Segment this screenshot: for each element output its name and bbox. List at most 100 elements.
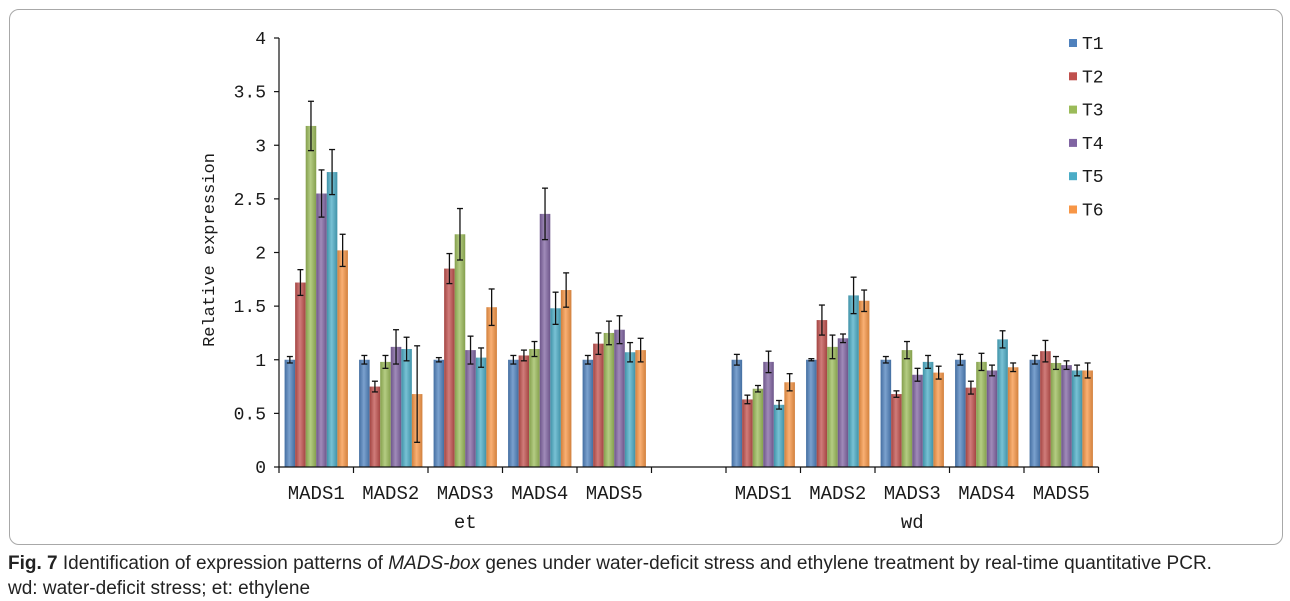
bar-wd-MADS5-T5 <box>1071 370 1083 468</box>
bar-et-MADS2-T1 <box>359 359 370 467</box>
legend-item-T3: T3 <box>1069 102 1104 122</box>
bar-et-MADS4-T3 <box>529 349 540 467</box>
y-tick-label: 0.5 <box>234 405 266 425</box>
error-bar-wd-MADS5-T1 <box>1031 354 1038 365</box>
legend-item-T4: T4 <box>1069 135 1104 155</box>
bar-wd-MADS5-T4 <box>1061 365 1072 467</box>
legend-label: T6 <box>1082 202 1104 222</box>
bar-wd-MADS2-T2 <box>816 320 828 467</box>
caption-text-end: genes under water-deficit stress and eth… <box>485 553 1212 574</box>
y-tick-label: 4 <box>255 30 266 50</box>
bar-et-MADS5-T1 <box>582 359 594 467</box>
bar-et-MADS5-T6 <box>635 350 646 467</box>
y-tick-label: 2.5 <box>234 191 266 211</box>
error-bar-et-MADS4-T3 <box>531 340 538 358</box>
error-bars-layer <box>286 100 1091 443</box>
y-tick-label: 0 <box>255 459 266 479</box>
error-bar-wd-MADS3-T4 <box>914 367 921 382</box>
x-group-label-wd: wd <box>901 512 924 534</box>
error-bar-wd-MADS5-T4 <box>1063 360 1070 371</box>
legend: T1 T2 T3 T4 T5 T6 <box>1069 35 1104 222</box>
bar-wd-MADS4-T5 <box>997 339 1008 467</box>
error-bar-wd-MADS1-T3 <box>754 384 761 393</box>
error-bar-wd-MADS1-T1 <box>733 353 740 366</box>
bar-wd-MADS2-T5 <box>848 295 859 467</box>
bar-et-MADS2-T4 <box>390 346 402 467</box>
legend-swatch <box>1069 105 1077 114</box>
relative-expression-bar-chart: MADS1 MADS2 MADS3 MADS4 MADS5 et MADS1 MADS2 MAD… <box>201 30 1104 534</box>
error-bar-wd-MADS3-T6 <box>935 365 942 380</box>
bar-et-MADS3-T5 <box>475 357 487 467</box>
error-bar-et-MADS2-T5 <box>403 336 410 362</box>
y-tick-label: 1.5 <box>234 298 266 318</box>
bar-wd-MADS2-T3 <box>827 346 838 467</box>
error-bar-wd-MADS2-T2 <box>818 304 825 336</box>
error-bar-et-MADS2-T1 <box>361 354 368 365</box>
error-bar-et-MADS1-T6 <box>339 233 346 268</box>
bar-et-MADS1-T6 <box>337 250 348 467</box>
bar-wd-MADS1-T2 <box>742 399 753 467</box>
y-tick-label: 3 <box>255 137 266 157</box>
axis-labels-layer: MADS1 MADS2 MADS3 MADS4 MADS5 et MADS1 MADS2 MAD… <box>234 30 1090 534</box>
error-bar-wd-MADS2-T6 <box>861 289 868 313</box>
x-category-label-et-MADS2: MADS2 <box>362 483 419 505</box>
bar-et-MADS1-T3 <box>305 125 317 467</box>
bar-wd-MADS4-T3 <box>976 361 987 467</box>
legend-item-T1: T1 <box>1069 35 1104 55</box>
bar-et-MADS5-T2 <box>593 343 604 467</box>
bar-et-MADS5-T5 <box>624 352 636 467</box>
bar-et-MADS5-T4 <box>614 329 625 467</box>
bar-wd-MADS3-T4 <box>912 374 923 467</box>
x-category-label-et-MADS5: MADS5 <box>586 483 643 505</box>
legend-swatch <box>1069 72 1077 81</box>
error-bar-wd-MADS4-T3 <box>978 352 985 372</box>
x-category-label-wd-MADS1: MADS1 <box>735 483 792 505</box>
x-category-label-wd-MADS4: MADS4 <box>958 483 1015 505</box>
bar-wd-MADS3-T5 <box>922 361 934 467</box>
x-category-label-wd-MADS3: MADS3 <box>884 483 941 505</box>
y-axis-title: Relative expression <box>201 153 220 347</box>
legend-label: T4 <box>1082 135 1104 155</box>
bar-et-MADS3-T4 <box>465 350 476 467</box>
bar-wd-MADS3-T1 <box>880 359 892 467</box>
error-bar-et-MADS3-T4 <box>467 335 474 365</box>
error-bar-wd-MADS4-T1 <box>957 353 964 366</box>
error-bar-wd-MADS2-T4 <box>840 333 847 344</box>
bar-et-MADS1-T2 <box>295 282 306 467</box>
bar-et-MADS3-T1 <box>433 359 445 467</box>
error-bar-wd-MADS4-T6 <box>1010 362 1017 373</box>
bar-wd-MADS1-T5 <box>773 404 785 467</box>
legend-label: T5 <box>1082 168 1104 188</box>
bar-et-MADS3-T3 <box>454 234 466 467</box>
error-bar-et-MADS4-T1 <box>510 354 517 365</box>
bar-wd-MADS2-T6 <box>858 300 870 467</box>
error-bar-wd-MADS4-T5 <box>999 330 1006 349</box>
x-category-label-et-MADS3: MADS3 <box>437 483 494 505</box>
error-bar-et-MADS1-T5 <box>329 148 336 196</box>
bar-wd-MADS4-T1 <box>955 359 966 467</box>
error-bar-et-MADS4-T2 <box>520 349 527 362</box>
bar-et-MADS2-T2 <box>369 386 381 467</box>
gene-family-name: MADS-box <box>388 553 481 574</box>
bar-et-MADS1-T4 <box>316 193 327 467</box>
bar-wd-MADS3-T3 <box>901 350 913 467</box>
bars-layer <box>284 125 1093 468</box>
bar-wd-MADS5-T6 <box>1082 370 1093 468</box>
bar-et-MADS4-T4 <box>539 213 551 467</box>
bar-wd-MADS1-T6 <box>784 382 795 467</box>
x-category-label-wd-MADS5: MADS5 <box>1033 483 1090 505</box>
error-bar-et-MADS2-T2 <box>371 380 378 393</box>
error-bar-et-MADS5-T1 <box>584 354 591 365</box>
error-bar-wd-MADS2-T5 <box>850 276 857 315</box>
error-bar-wd-MADS5-T2 <box>1042 339 1049 363</box>
error-bar-et-MADS3-T6 <box>488 288 495 327</box>
legend-swatch <box>1069 39 1077 47</box>
error-bar-et-MADS5-T3 <box>605 320 612 346</box>
bar-et-MADS4-T5 <box>550 308 561 467</box>
legend-label: T3 <box>1082 102 1104 122</box>
error-bar-et-MADS5-T6 <box>637 337 644 363</box>
error-bar-wd-MADS1-T4 <box>765 350 772 374</box>
error-bar-et-MADS4-T5 <box>552 291 559 326</box>
bar-wd-MADS3-T2 <box>891 394 902 467</box>
caption-abbreviations: wd: water-deficit stress; et: ethylene <box>8 578 311 599</box>
